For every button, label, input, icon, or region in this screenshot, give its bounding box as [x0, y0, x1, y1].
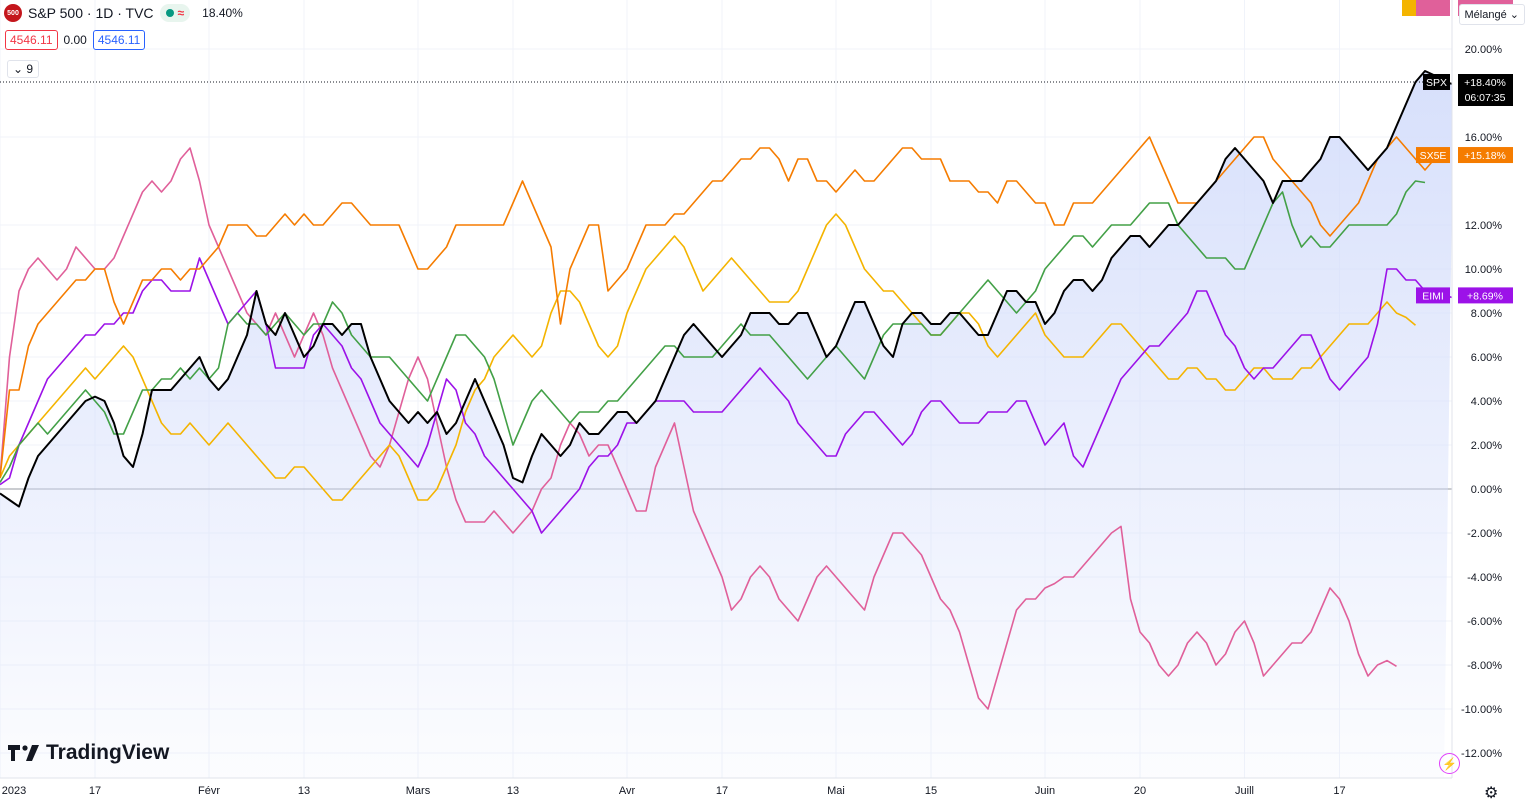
- spx-area: [0, 71, 1454, 778]
- series-value-tag-sx5e: [1458, 147, 1513, 164]
- y-tick-label: -2.00%: [1467, 528, 1502, 540]
- series-symbol-label: XCS6: [1419, 0, 1447, 3]
- y-tick-label: -4.00%: [1467, 572, 1502, 584]
- series-value-label: -8.06%: [1468, 0, 1501, 3]
- y-tick-label: 8.00%: [1471, 308, 1502, 320]
- x-tick-label: Avr: [619, 785, 636, 797]
- series-value-tag-eimi: [1458, 287, 1513, 304]
- settings-gear-icon[interactable]: ⚙: [1484, 785, 1499, 802]
- wave-icon: ≈: [177, 6, 185, 20]
- chevron-down-icon: ⌄: [1509, 9, 1519, 21]
- y-tick-label: 4.00%: [1471, 396, 1502, 408]
- x-tick-label: 15: [925, 785, 937, 797]
- x-tick-label: 13: [298, 785, 310, 797]
- series-symbol-label: SPX: [1426, 77, 1447, 89]
- y-tick-label: 12.00%: [1465, 220, 1503, 232]
- series-symbol-tag-spx: [1423, 74, 1450, 90]
- series-value-tag-spx: [1458, 74, 1513, 106]
- series-line-xcs6[interactable]: [0, 147, 1397, 710]
- x-tick-label: 13: [507, 785, 519, 797]
- x-tick-label: Mai: [827, 785, 845, 797]
- y-tick-label: 6.00%: [1471, 352, 1502, 364]
- x-tick-label: Févr: [198, 785, 220, 797]
- y-tick-label: -6.00%: [1467, 616, 1502, 628]
- price-axis[interactable]: [1452, 0, 1528, 807]
- x-tick-label: Juill: [1235, 785, 1254, 797]
- y-tick-label: 10.00%: [1465, 264, 1503, 276]
- lightning-icon[interactable]: ⚡: [1439, 753, 1460, 774]
- series-value-label: +15.18%: [1464, 150, 1506, 162]
- x-tick-label: 17: [89, 785, 101, 797]
- y-tick-label: 16.00%: [1465, 132, 1503, 144]
- bid-ask-row: 4546.11 0.00 4546.11: [5, 30, 146, 50]
- ask-button[interactable]: 4546.11: [92, 30, 146, 50]
- spread-value: 0.00: [63, 33, 87, 47]
- symbol-title[interactable]: S&P 500 · 1D · TVC: [28, 5, 154, 21]
- scale-mode-label: Mélangé: [1464, 9, 1507, 21]
- time-axis[interactable]: [0, 778, 1452, 807]
- y-tick-label: 0.00%: [1471, 484, 1502, 496]
- tradingview-logo[interactable]: TradingView: [8, 741, 169, 765]
- symbol-header: 500 S&P 500 · 1D · TVC ≈ 18.40%: [0, 0, 243, 26]
- x-tick-label: 17: [716, 785, 728, 797]
- y-tick-label: 20.00%: [1465, 44, 1503, 56]
- x-tick-label: 17: [1333, 785, 1345, 797]
- indicators-toggle[interactable]: ⌄ 9: [7, 60, 40, 78]
- series-value-label: +18.40%: [1464, 77, 1506, 89]
- x-tick-label: Mars: [406, 785, 431, 797]
- y-tick-label: -8.00%: [1467, 660, 1502, 672]
- chevron-down-icon: ⌄: [13, 62, 24, 76]
- series-symbol-tag-xcs6: [1416, 0, 1450, 16]
- series-symbol-tag-sx5e: [1416, 147, 1450, 164]
- y-tick-label: -12.00%: [1461, 748, 1502, 760]
- tv-logo-icon: [8, 745, 39, 761]
- series-symbol-label: EIMI: [1422, 290, 1444, 302]
- x-tick-label: 20: [1134, 785, 1146, 797]
- scale-mode-dropdown[interactable]: Mélangé ⌄: [1458, 4, 1525, 25]
- bid-button[interactable]: 4546.11: [5, 30, 58, 50]
- series-symbol-label: SX5E: [1420, 150, 1447, 162]
- series-line-iwda[interactable]: [0, 180, 1426, 483]
- y-tick-label: 2.00%: [1471, 440, 1502, 452]
- series-symbol-tag-eimi: [1416, 287, 1450, 304]
- spx-countdown: 06:07:35: [1465, 92, 1506, 104]
- market-status-pill[interactable]: ≈: [159, 4, 191, 22]
- x-tick-label: 2023: [2, 785, 26, 797]
- y-tick-label: -10.00%: [1461, 704, 1502, 716]
- market-open-dot-icon: [165, 9, 174, 17]
- x-tick-label: Juin: [1035, 785, 1055, 797]
- series-line-eimi[interactable]: [0, 257, 1454, 534]
- series-line-xauusd[interactable]: [0, 213, 1417, 501]
- indicators-count: 9: [26, 62, 34, 76]
- sp500-logo-icon[interactable]: 500: [4, 4, 22, 22]
- series-value-label: +8.69%: [1467, 290, 1503, 302]
- change-percent: 18.40%: [202, 6, 243, 20]
- series-line-spx[interactable]: [0, 70, 1454, 508]
- logo-text: TradingView: [46, 741, 170, 764]
